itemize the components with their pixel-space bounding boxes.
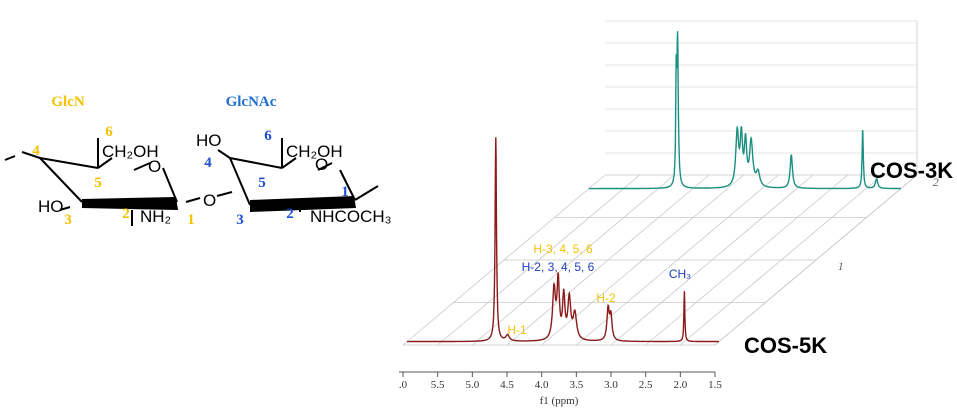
glcn-ring-bonds: [4, 138, 201, 226]
glcnac-ring-wedge: [250, 196, 356, 212]
x-tick-label: 5.0: [465, 379, 479, 391]
annotation-glcnac-h23456: H-2, 3, 4, 5, 6: [522, 260, 595, 274]
atom-nh2: NH₂: [140, 207, 171, 226]
grid-right-edge: [714, 174, 918, 346]
glcn-num-4: 4: [32, 143, 40, 159]
spectrum-cos-5k: [407, 137, 720, 343]
atom-nhcoch3: NHCOCH₃: [310, 207, 392, 226]
grid-ppm-line: [437, 174, 640, 346]
residue-label-glcnac: GlcNAc: [226, 94, 277, 110]
series-label-cos-5k: COS-5K: [744, 333, 827, 358]
glcn-num-2: 2: [122, 206, 130, 222]
residue-label-glcn: GlcN: [51, 94, 84, 110]
grid-ppm-line: [680, 174, 883, 346]
grid-ppm-line: [402, 174, 606, 346]
x-tick-label: 3.5: [569, 379, 583, 391]
spectra-layer: [407, 31, 901, 343]
atom-glycosidic-o: O: [203, 191, 216, 210]
atom-ch2oh-left: CH₂OH: [102, 142, 159, 161]
glcn-num-3: 3: [64, 212, 72, 228]
atom-ch2oh-right: CH₂OH: [286, 142, 343, 161]
atom-ring-o-left: O: [148, 157, 161, 176]
depth-label-1: 1: [838, 259, 844, 273]
x-tick-label: 3.0: [604, 379, 618, 391]
grid-ppm-line: [506, 174, 710, 346]
glcn-ring-wedge: [82, 197, 178, 210]
series-labels: COS-3K COS-5K: [744, 158, 953, 358]
glcn-num-1: 1: [187, 212, 195, 228]
annotation-ch3: CH₃: [669, 267, 691, 281]
x-axis: .0 5.5 5.0 4.5 4.0 3.5 3.0 2.5 2.0 1.5 f1 (ppm): [399, 371, 722, 407]
peak-annotations: H-3, 4, 5, 6 H-2, 3, 4, 5, 6 CH₃ H-2 H-1: [507, 242, 691, 337]
x-tick-label: 4.0: [535, 379, 549, 391]
atom-ring-o-right: O: [315, 155, 328, 174]
x-tick-label: 2.5: [639, 379, 653, 391]
grid-ppm-line: [472, 174, 675, 346]
glcnac-num-1: 1: [341, 184, 349, 200]
grid-ppm-line: [576, 174, 779, 346]
glcnac-num-2: 2: [286, 206, 294, 222]
atom-ho-left: HO: [38, 197, 64, 216]
grid-ppm-line: [610, 174, 814, 346]
glcnac-num-5: 5: [258, 175, 266, 191]
glcnac-num-6: 6: [264, 128, 272, 144]
annotation-h2: H-2: [596, 291, 616, 305]
atom-ho-right: HO: [196, 131, 222, 150]
glcnac-ring-bonds: [216, 138, 379, 212]
glcnac-num-4: 4: [204, 155, 212, 171]
nmr-stacked-chart: 12 .0 5.5 5.0 4.5 4.0 3.5 3.0 2.5 2.0 1.5f1 (ppm)…: [399, 20, 953, 407]
x-tick-label: 5.5: [431, 379, 445, 391]
x-tick-label: 1.5: [708, 379, 722, 391]
x-tick-label: 2.0: [673, 379, 687, 391]
depth-label-2: 2: [933, 175, 939, 189]
glcnac-num-3: 3: [236, 212, 244, 228]
series-label-cos-3k: COS-3K: [870, 158, 953, 183]
x-tick-label: 4.5: [500, 379, 514, 391]
annotation-h1: H-1: [507, 323, 527, 337]
glcn-num-6: 6: [105, 124, 113, 140]
glcn-num-5: 5: [94, 175, 102, 191]
disaccharide-structure: GlcN GlcNAc: [4, 94, 392, 228]
x-tick-label: .0: [399, 379, 408, 391]
spectrum-cos-3k: [588, 31, 901, 190]
perspective-grid: 12: [402, 20, 939, 346]
x-axis-title: f1 (ppm): [540, 395, 579, 407]
grid-ppm-line: [645, 174, 848, 346]
annotation-glcn-h3456: H-3, 4, 5, 6: [533, 242, 593, 256]
